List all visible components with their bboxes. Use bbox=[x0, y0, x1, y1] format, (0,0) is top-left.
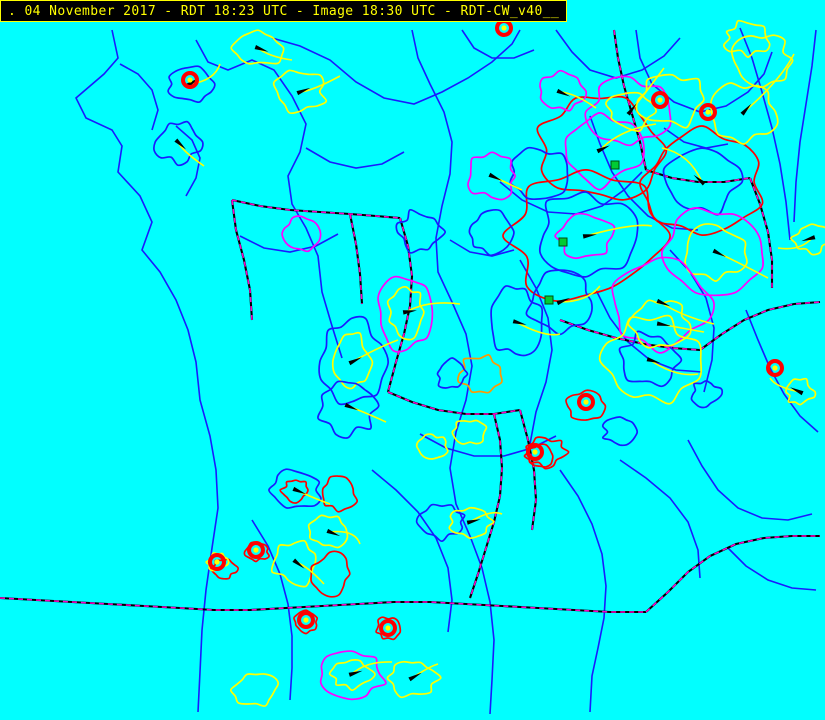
title-bar-text: . 04 November 2017 - RDT 18:23 UTC - Ima… bbox=[8, 3, 560, 19]
title-bar: . 04 November 2017 - RDT 18:23 UTC - Ima… bbox=[0, 0, 567, 22]
